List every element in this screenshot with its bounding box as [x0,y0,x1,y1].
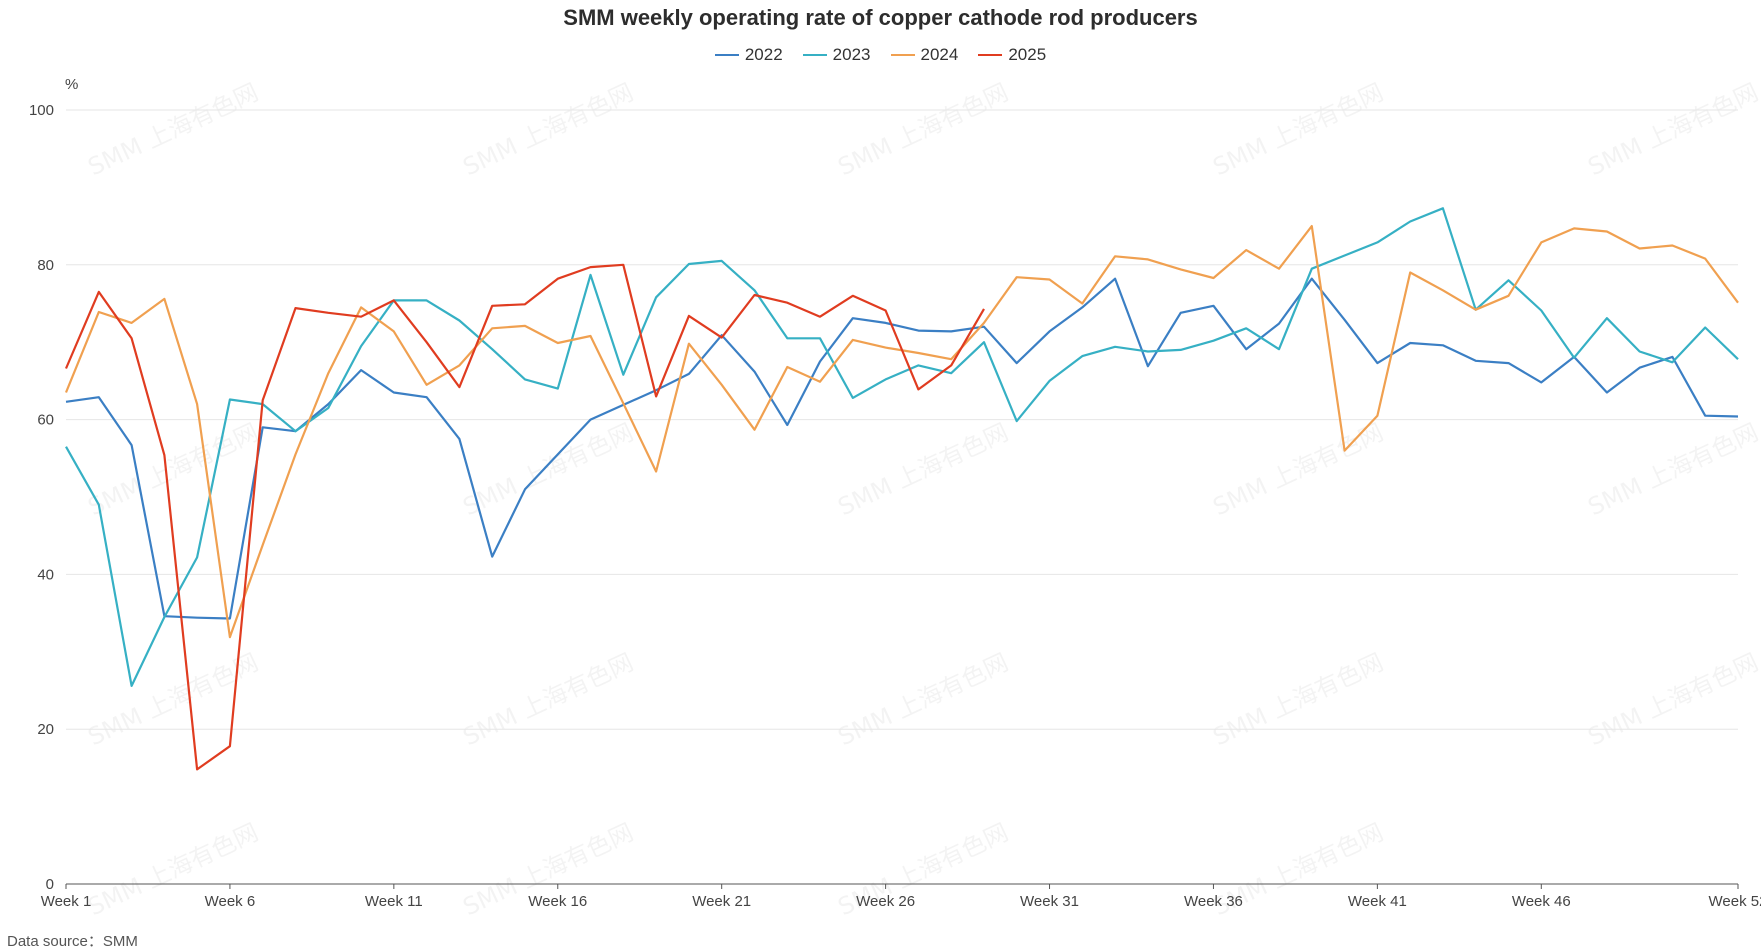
series-line-2024[interactable] [64,225,1739,639]
legend-label-2025: 2025 [1008,45,1047,64]
watermark-text: SMM 上海有色网 [834,78,1013,181]
data-source-note: Data source：SMM [7,933,138,950]
x-tick-label: Week 16 [528,893,587,910]
watermark-layer: SMM 上海有色网 SMM 上海有色网 SMM 上海有色网 SMM 上海有色网 SMM … [84,78,1761,921]
legend-swatch-2024 [890,54,915,56]
chart-title: SMM weekly operating rate of copper cath… [563,5,1198,30]
x-tick-label: Week 6 [205,893,256,910]
watermark-text: SMM 上海有色网 [1584,648,1761,751]
watermark-text: SMM 上海有色网 [1209,648,1388,751]
series-layer [64,207,1739,771]
watermark-text: SMM 上海有色网 [834,648,1013,751]
watermark-text: SMM 上海有色网 [459,418,638,521]
watermark-text: SMM 上海有色网 [459,78,638,181]
y-tick-label: 100 [29,102,54,119]
y-axis: % 0 20 40 60 80 100 [29,76,78,893]
legend-swatch-2022 [714,54,739,56]
y-axis-label: % [65,76,78,93]
watermark-text: SMM 上海有色网 [84,418,263,521]
legend-swatch-2025 [978,54,1003,56]
x-tick-label: Week 11 [365,893,423,910]
x-tick-label: Week 52 [1709,893,1761,910]
y-tick-label: 0 [46,876,54,893]
legend-item-2025[interactable]: 2025 [978,45,1046,65]
x-tick-label: Week 26 [856,893,915,910]
watermark-text: SMM 上海有色网 [1584,78,1761,181]
watermark-text: SMM 上海有色网 [84,78,263,181]
legend-item-2023[interactable]: 2023 [802,45,871,65]
legend-label-2023: 2023 [832,45,871,64]
series-line-2023[interactable] [65,207,1739,688]
watermark-text: SMM 上海有色网 [459,648,638,751]
watermark-text: SMM 上海有色网 [1584,418,1761,521]
y-tick-label: 20 [37,721,54,738]
x-tick-label: Week 36 [1184,893,1243,910]
x-axis: Week 1 Week 6 Week 11 Week 16 Week 21 Week 26… [41,883,1761,910]
legend-item-2024[interactable]: 2024 [890,45,959,65]
x-tick-label: Week 21 [692,893,751,910]
x-tick-label: Week 1 [41,893,92,910]
y-tick-label: 60 [37,412,54,429]
x-tick-label: Week 46 [1512,893,1571,910]
legend-label-2022: 2022 [744,45,783,64]
grid-lines [66,109,1738,730]
y-tick-label: 80 [37,257,54,274]
series-line-2025[interactable] [64,263,985,771]
legend-item-2022[interactable]: 2022 [714,45,783,65]
x-tick-label: Week 41 [1348,893,1407,910]
legend-swatch-2023 [802,54,827,56]
y-tick-label: 40 [37,566,54,583]
series-line-2022[interactable] [65,277,1739,620]
watermark-text: SMM 上海有色网 [1209,78,1388,181]
x-tick-label: Week 31 [1020,893,1079,910]
watermark-text: SMM 上海有色网 [84,648,263,751]
chart-legend: 2022 2023 2024 2025 [0,45,1761,65]
watermark-text: SMM 上海有色网 [834,418,1013,521]
legend-label-2024: 2024 [920,45,959,64]
